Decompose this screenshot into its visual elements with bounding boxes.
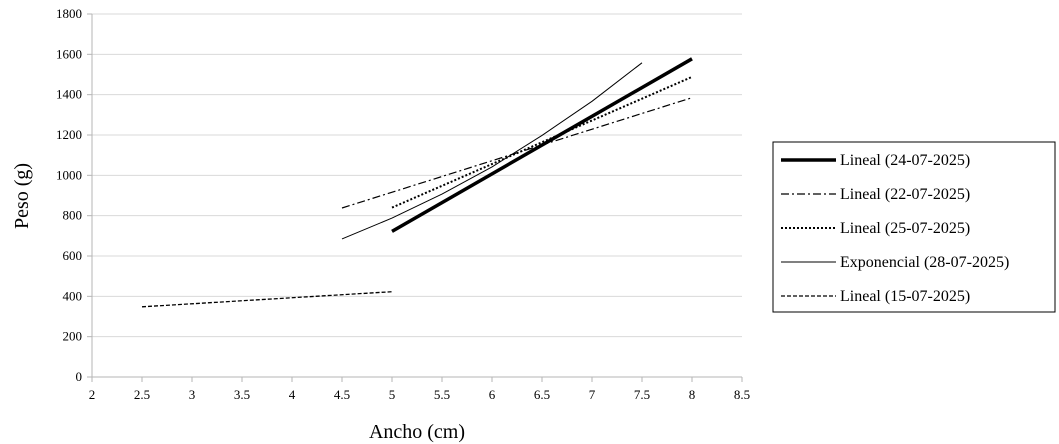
y-tick-label: 800 (63, 208, 83, 223)
y-tick-label: 0 (76, 369, 83, 384)
x-tick-label: 8 (689, 387, 696, 402)
y-tick-label: 1000 (56, 167, 82, 182)
x-tick-label: 2 (89, 387, 96, 402)
series-lines (141, 57, 693, 308)
grid (92, 13, 742, 338)
series-line-3 (391, 75, 693, 209)
x-tick-label: 8.5 (734, 387, 750, 402)
x-tick-label: 3 (189, 387, 196, 402)
legend-label-3: Lineal (25-07-2025) (840, 220, 970, 237)
y-tick-label: 600 (63, 248, 83, 263)
y-axis-title: Peso (g) (11, 163, 33, 229)
x-tick-label: 7 (589, 387, 596, 402)
x-tick-label: 2.5 (134, 387, 150, 402)
y-tick-label: 1800 (56, 6, 82, 21)
x-tick-label: 4.5 (334, 387, 350, 402)
x-tick-label: 5 (389, 387, 396, 402)
legend-label-2: Lineal (22-07-2025) (840, 186, 970, 203)
legend: Lineal (24-07-2025) Lineal (22-07-2025) Li… (772, 141, 1056, 313)
legend-box (772, 141, 1056, 313)
legend-label-5: Lineal (15-07-2025) (840, 288, 970, 305)
y-tick-label: 1200 (56, 127, 82, 142)
y-tick-label: 1400 (56, 87, 82, 102)
x-tick-label: 6 (489, 387, 496, 402)
y-tick-label: 400 (63, 288, 83, 303)
x-tick-label: 5.5 (434, 387, 450, 402)
x-ticks: 2 2.5 3 3.5 4 4.5 5 5.5 6 6.5 7 7.5 8 8.5 (89, 377, 750, 402)
axes (91, 14, 742, 378)
series-line-5 (141, 291, 393, 308)
x-axis-title: Ancho (cm) (369, 421, 465, 443)
y-ticks: 0 200 400 600 800 1000 1200 1400 1600 1800 (56, 6, 92, 384)
x-tick-label: 6.5 (534, 387, 550, 402)
legend-label-1: Lineal (24-07-2025) (840, 152, 970, 169)
x-tick-label: 4 (289, 387, 296, 402)
legend-label-4: Exponencial (28-07-2025) (840, 254, 1009, 271)
y-tick-label: 200 (63, 329, 83, 344)
series-line-4 (341, 62, 643, 240)
y-tick-label: 1600 (56, 46, 82, 61)
x-tick-label: 3.5 (234, 387, 250, 402)
x-tick-label: 7.5 (634, 387, 650, 402)
